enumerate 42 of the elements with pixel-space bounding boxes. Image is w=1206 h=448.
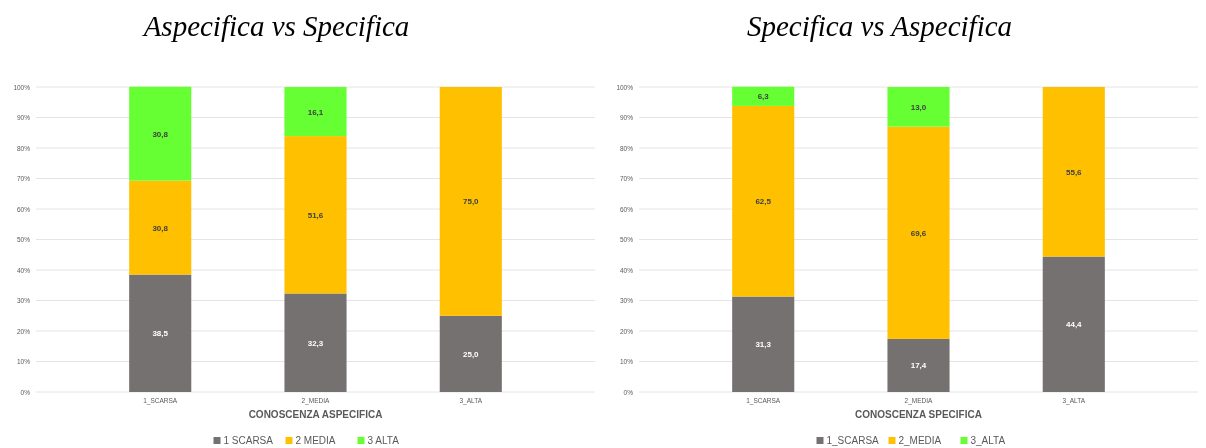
bar xyxy=(129,180,192,275)
legend-label: 3 ALTA xyxy=(367,435,400,446)
data-label: 38,5 xyxy=(152,329,169,339)
bar xyxy=(129,86,192,181)
bar xyxy=(284,293,347,392)
chart-title: Aspecifica vs Specifica xyxy=(141,10,410,42)
bar xyxy=(887,87,950,127)
data-label: 30,8 xyxy=(152,129,169,139)
data-label: 16,1 xyxy=(307,107,324,117)
bar xyxy=(439,315,502,392)
bar xyxy=(732,296,795,392)
legend-label: 2_MEDIA xyxy=(898,435,942,446)
data-label: 55,6 xyxy=(1065,167,1083,177)
legend-label: 2 MEDIA xyxy=(295,435,336,446)
data-label: 51,6 xyxy=(307,210,324,220)
chart-title: Specifica vs Aspecifica xyxy=(746,10,1013,42)
data-label: 17,4 xyxy=(910,361,927,371)
data-label: 44,4 xyxy=(1065,320,1083,330)
data-label: 62,5 xyxy=(755,197,772,207)
data-label: 31,3 xyxy=(755,340,772,350)
x-axis-title: CONOSCENZA ASPECIFICA xyxy=(248,409,383,420)
bar xyxy=(284,87,347,137)
data-label: 30,8 xyxy=(152,223,169,233)
data-label: 13,0 xyxy=(910,102,927,112)
bar xyxy=(732,105,795,297)
bar xyxy=(284,136,347,294)
legend-label: 1_SCARSA xyxy=(826,435,880,446)
data-label: 69,6 xyxy=(910,228,927,238)
bar xyxy=(1042,256,1105,392)
bar xyxy=(439,87,502,316)
bar xyxy=(1042,87,1105,257)
bar xyxy=(129,274,192,392)
bar xyxy=(887,126,950,339)
legend-label: 1 SCARSA xyxy=(223,435,274,446)
data-label: 25,0 xyxy=(462,349,480,359)
x-axis-title: CONOSCENZA SPECIFICA xyxy=(855,409,982,420)
legend-label: 3_ALTA xyxy=(970,435,1006,446)
data-label: 75,0 xyxy=(462,197,480,207)
bar xyxy=(887,338,950,392)
data-label: 32,3 xyxy=(307,338,324,348)
bar xyxy=(732,86,795,106)
data-label: 6,3 xyxy=(757,92,770,102)
